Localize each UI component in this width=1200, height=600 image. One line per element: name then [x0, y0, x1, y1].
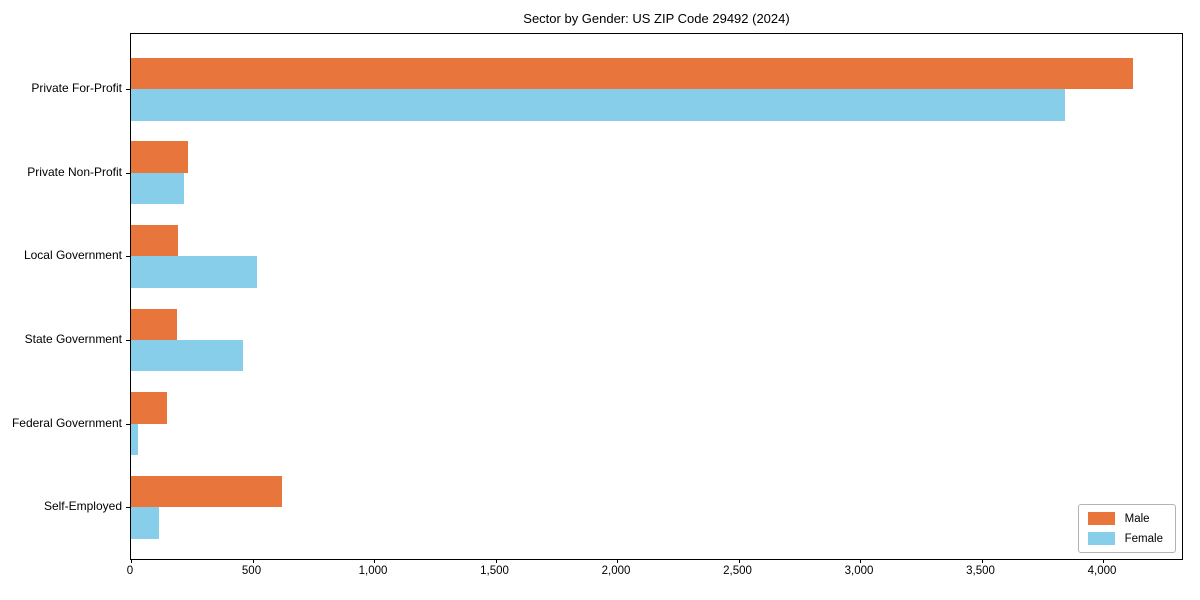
x-tick: [981, 559, 983, 563]
y-tick-label: Local Government: [23, 248, 122, 263]
bar-male-self-employed: [131, 475, 282, 508]
x-tick: [495, 559, 497, 563]
x-tick-label: 4,000: [1087, 565, 1117, 577]
legend-entry-female: Female: [1087, 532, 1163, 545]
x-tick: [860, 559, 862, 563]
x-tick-label: 2,500: [723, 565, 752, 577]
legend-label: Female: [1124, 532, 1163, 545]
bar-male-private-for-profit: [131, 57, 1134, 90]
bar-female-state-government: [131, 339, 243, 372]
x-tick-label: 1,500: [480, 565, 509, 577]
y-tick-label: Self-Employed: [43, 499, 122, 514]
plot-area: Male Female: [126, 33, 1183, 563]
bar-male-state-government: [131, 308, 178, 340]
y-tick-label: Private Non-Profit: [27, 164, 122, 179]
bar-female-local-government: [131, 256, 258, 288]
bar-male-local-government: [131, 225, 179, 257]
x-tick-label: 3,000: [844, 565, 874, 577]
x-tick: [131, 559, 132, 563]
x-tick: [252, 559, 254, 563]
legend-entry-male: Male: [1087, 512, 1163, 525]
legend-swatch-male: [1087, 512, 1115, 525]
legend-label: Male: [1124, 512, 1150, 525]
x-tick-label: 500: [241, 565, 262, 577]
bar-male-federal-government: [131, 392, 168, 424]
x-tick: [617, 559, 618, 563]
x-tick-label: 1,000: [358, 565, 388, 577]
bar-male-private-non-profit: [131, 141, 189, 173]
x-tick: [738, 559, 740, 563]
y-tick-label: State Government: [24, 331, 122, 346]
y-tick: [126, 256, 130, 258]
bar-female-private-for-profit: [131, 89, 1066, 121]
y-tick: [126, 89, 130, 91]
legend-swatch-female: [1087, 532, 1115, 545]
y-tick: [126, 507, 130, 509]
y-tick-label: Federal Government: [11, 415, 122, 430]
y-tick: [126, 172, 130, 174]
bar-female-federal-government: [131, 423, 139, 455]
legend: Male Female: [1077, 504, 1176, 553]
bar-female-self-employed: [131, 507, 159, 539]
chart-title: Sector by Gender: US ZIP Code 29492 (202…: [523, 11, 790, 26]
x-tick-label: 2,000: [601, 565, 631, 577]
x-tick: [374, 559, 375, 563]
y-tick: [126, 339, 130, 341]
x-tick: [1103, 559, 1105, 563]
x-tick-label: 0: [126, 565, 134, 577]
y-tick: [126, 423, 130, 425]
x-tick-label: 3,500: [966, 565, 995, 577]
bar-female-private-non-profit: [131, 172, 185, 205]
y-tick-label: Private For-Profit: [31, 81, 122, 96]
